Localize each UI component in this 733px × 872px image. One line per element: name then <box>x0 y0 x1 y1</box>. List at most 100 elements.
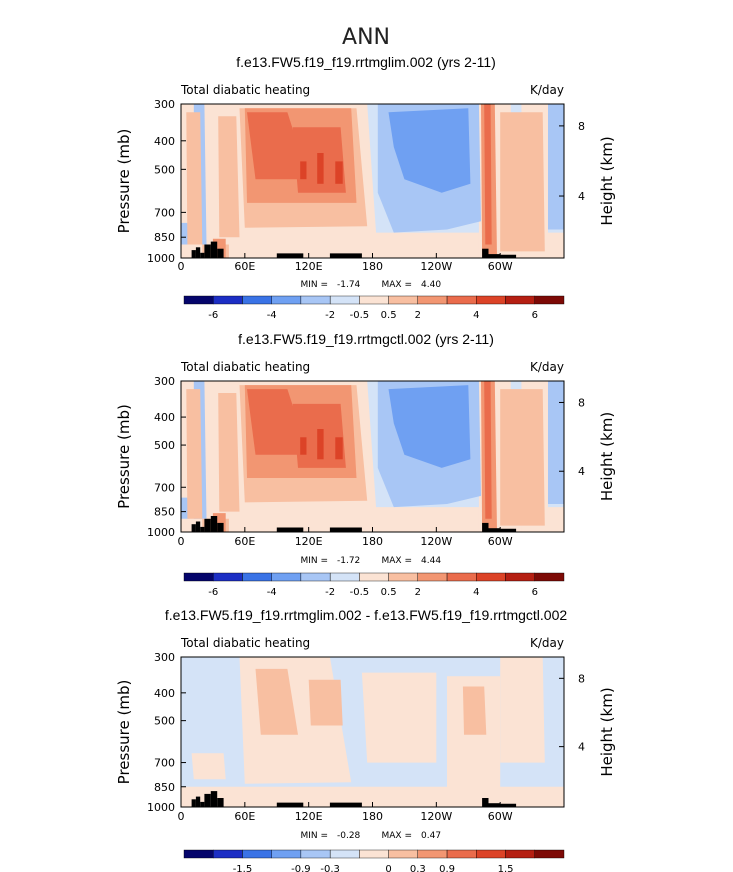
colorbar-swatch <box>446 849 477 859</box>
terrain-mask <box>204 518 211 532</box>
terrain-mask <box>204 244 211 258</box>
colorbar-swatch <box>330 572 360 582</box>
contour-region <box>186 389 203 519</box>
colorbar-label: -1.5 <box>233 864 253 872</box>
chart-title: f.e13.FW5.f19_f19.rrtmglim.002 (yrs 2-11… <box>236 54 496 70</box>
colorbar-swatch <box>446 295 477 305</box>
terrain-mask <box>488 803 501 807</box>
y-right-tick-label: 8 <box>578 672 585 685</box>
colorbar-swatch <box>388 849 419 859</box>
terrain-mask <box>217 522 224 532</box>
terrain-mask <box>195 521 201 532</box>
colorbar-swatch <box>359 849 389 859</box>
variable-label: Total diabatic heating <box>180 636 310 650</box>
x-tick-label: 120W <box>420 535 452 548</box>
x-tick-label: 60W <box>488 260 513 273</box>
colorbar-label: 6 <box>532 310 538 321</box>
colorbar-swatch <box>446 572 477 582</box>
y-tick-label: 1000 <box>147 252 175 265</box>
terrain-mask <box>217 248 224 258</box>
colorbar: -6 -4 -2 -0.5 0.5 2 4 6 <box>183 572 565 598</box>
contour-region <box>317 429 324 460</box>
colorbar-swatch <box>212 295 243 305</box>
y-right-axis-label: Height (km) <box>598 687 616 776</box>
min-label: MIN = <box>300 280 328 290</box>
y-tick-label: 400 <box>154 687 175 700</box>
max-value: 4.44 <box>421 556 441 566</box>
colorbar-swatch <box>330 295 360 305</box>
y-axis-label: Pressure (mb) <box>115 680 133 785</box>
contour-region <box>548 381 564 504</box>
colorbar-swatch <box>476 295 506 305</box>
terrain-mask <box>191 250 196 258</box>
y-tick-label: 850 <box>154 506 175 519</box>
x-tick-label: 180 <box>362 535 383 548</box>
colorbar-label: 2 <box>415 310 421 321</box>
units-label: K/day <box>530 636 564 650</box>
field-contours <box>181 104 564 258</box>
y-tick-label: 700 <box>154 757 175 770</box>
colorbar-label: 0.9 <box>439 864 455 872</box>
colorbar-swatch <box>271 295 302 305</box>
terrain-mask <box>482 798 489 807</box>
terrain-mask <box>200 526 205 532</box>
colorbar-swatch <box>300 849 331 859</box>
contour-region <box>500 112 545 252</box>
contour-region <box>247 389 309 455</box>
colorbar-swatch <box>388 295 419 305</box>
x-tick-label: 0 <box>178 535 185 548</box>
terrain-mask <box>200 801 205 807</box>
y-tick-label: 850 <box>154 231 175 244</box>
y-tick-label: 1000 <box>147 526 175 539</box>
y-right-tick-label: 8 <box>578 120 585 133</box>
max-label: MAX = <box>382 831 413 841</box>
y-right-tick-label: 8 <box>578 396 585 409</box>
terrain-mask <box>191 524 196 532</box>
contour-region <box>500 657 545 763</box>
colorbar-label: -6 <box>208 310 218 321</box>
x-tick-label: 180 <box>362 260 383 273</box>
y-axis-label: Pressure (mb) <box>115 404 133 509</box>
contour-region <box>500 389 545 526</box>
max-label: MAX = <box>382 556 413 566</box>
colorbar-label: -6 <box>208 587 218 598</box>
contour-region <box>300 437 307 455</box>
chart-panel-3: f.e13.FW5.f19_f19.rrtmglim.002 - f.e13.F… <box>115 607 616 872</box>
colorbar-label: -2 <box>325 587 335 598</box>
terrain-mask <box>329 253 362 258</box>
contour-region <box>484 104 492 245</box>
field-contours <box>181 381 564 532</box>
colorbar-label: 4 <box>473 587 479 598</box>
colorbar-swatch <box>417 295 448 305</box>
colorbar-label: -0.9 <box>291 864 311 872</box>
terrain-mask <box>204 793 211 807</box>
y-right-axis-label: Height (km) <box>598 412 616 501</box>
colorbar-label: -0.5 <box>350 587 370 598</box>
x-tick-label: 120E <box>295 810 323 823</box>
x-tick-label: 0 <box>178 810 185 823</box>
contour-region <box>361 672 437 763</box>
variable-label: Total diabatic heating <box>180 360 310 374</box>
x-tick-label: 120W <box>420 260 452 273</box>
y-tick-label: 500 <box>154 439 175 452</box>
y-tick-label: 400 <box>154 411 175 424</box>
units-label: K/day <box>530 360 564 374</box>
contour-region <box>255 668 298 735</box>
y-tick-label: 700 <box>154 481 175 494</box>
contour-region <box>335 161 343 184</box>
y-tick-label: 300 <box>154 98 175 111</box>
colorbar-swatch <box>505 572 535 582</box>
y-tick-label: 400 <box>154 135 175 148</box>
y-tick-label: 500 <box>154 715 175 728</box>
colorbar-swatch <box>534 849 565 859</box>
contour-region <box>462 686 487 735</box>
terrain-mask <box>500 528 517 532</box>
colorbar-swatch <box>417 572 448 582</box>
colorbar-label: -0.3 <box>320 864 340 872</box>
colorbar-swatch <box>417 849 448 859</box>
terrain-mask <box>276 527 304 532</box>
colorbar: -6 -4 -2 -0.5 0.5 2 4 6 <box>183 295 565 321</box>
colorbar-swatch <box>300 572 331 582</box>
colorbar-swatch <box>271 572 302 582</box>
x-tick-label: 0 <box>178 260 185 273</box>
